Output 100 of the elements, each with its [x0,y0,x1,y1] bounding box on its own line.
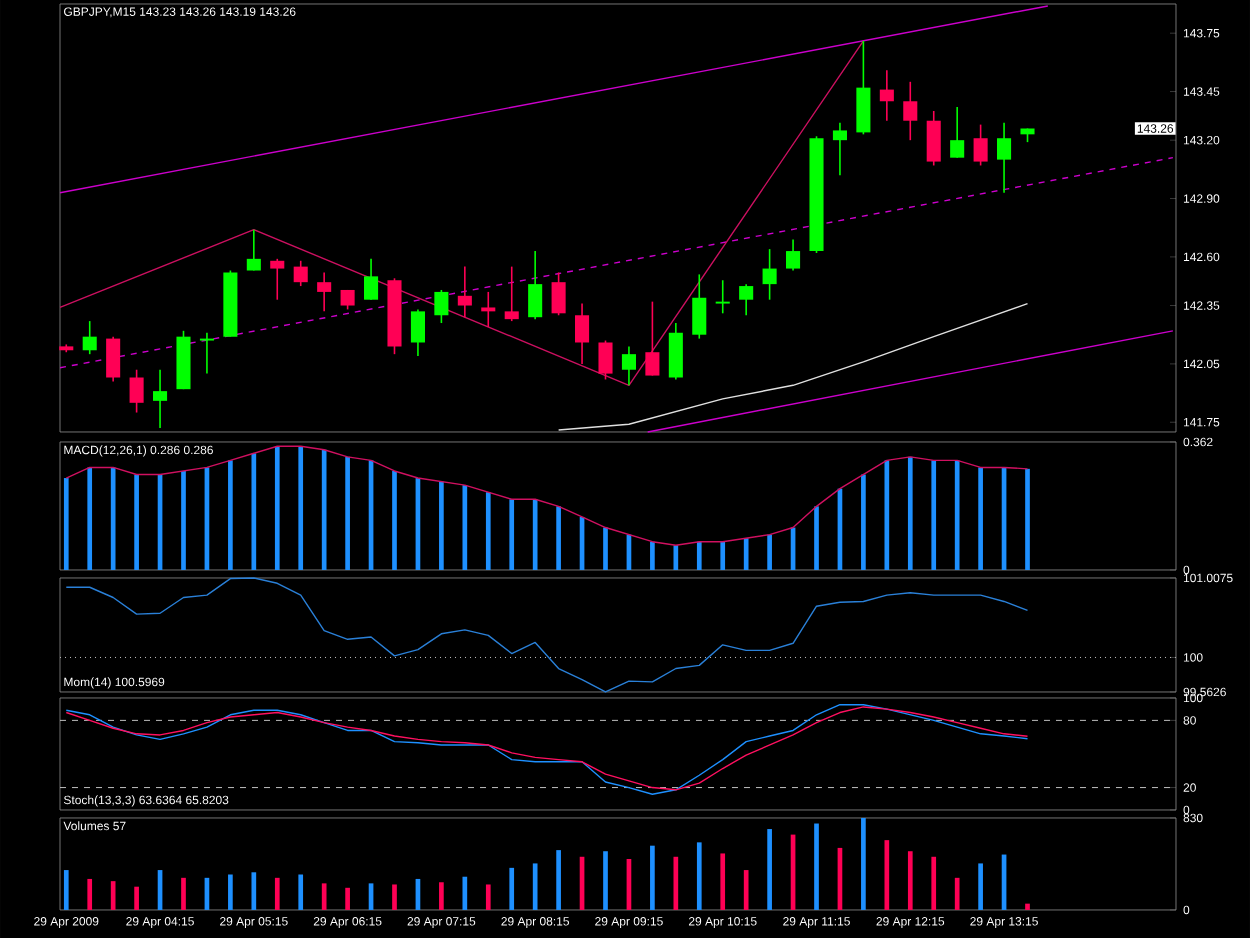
bar [181,877,186,910]
bar [907,456,913,570]
bar [532,863,538,910]
bar [696,541,702,570]
bar [743,870,749,910]
bar [743,538,749,570]
candlestick [270,258,285,301]
bar [650,845,655,910]
candlestick [293,259,308,287]
candlestick [739,283,754,317]
bar [462,485,468,570]
candlestick [575,302,590,365]
bar [1025,903,1030,910]
bar [978,863,983,910]
bar [439,882,444,910]
bar [673,856,679,910]
bar [87,878,93,910]
bar [673,545,679,570]
bar [767,829,772,910]
candlestick [434,289,449,324]
bar [462,876,468,910]
bar [345,456,350,570]
bar [509,499,515,570]
bar [110,467,116,570]
bar [134,886,139,910]
bar [720,853,726,910]
candlestick [692,273,707,340]
bar [907,851,913,910]
candlestick [153,368,168,429]
bar [87,467,93,570]
bar [345,887,350,910]
bar [978,467,983,570]
candlestick [457,265,472,318]
bar [603,527,608,570]
candlestick [832,121,847,176]
bar [298,446,304,570]
bar [556,506,561,570]
bar [392,884,397,910]
bar [228,874,233,910]
bar [931,460,937,570]
candlestick [973,123,988,167]
bar [1025,468,1030,570]
candlestick [481,291,496,328]
bar [556,850,561,910]
bar [392,470,397,570]
bar [954,460,960,570]
candlestick [997,121,1012,194]
candlestick [786,238,801,272]
bar [884,460,890,570]
bar [954,877,960,910]
bar [63,870,69,910]
candlestick [903,81,918,141]
candlestick [715,279,730,315]
bar [181,470,186,570]
bar [63,478,69,570]
bar [251,453,257,570]
candlestick [621,345,636,387]
candlestick [856,40,871,136]
bar [603,851,608,910]
bar [321,883,327,910]
candlestick [645,300,660,377]
candlestick [364,258,379,301]
candlestick [246,228,261,272]
candlestick [410,308,425,357]
bar [134,474,139,570]
bar [274,877,280,910]
bar [532,499,538,570]
bar [861,474,866,570]
bar [814,823,819,910]
candlestick [129,368,144,414]
line-series [557,302,1029,431]
candlestick [199,331,214,375]
candlestick [106,335,121,383]
bar [439,481,444,570]
bar [321,449,327,570]
bar [720,541,726,570]
candlestick [926,110,941,167]
line-series [59,40,865,386]
candlestick [528,250,543,320]
candlestick [668,322,683,381]
bar [251,872,257,910]
candlestick [762,248,777,301]
candlestick [504,265,519,322]
bar [509,867,515,910]
bar [485,492,491,570]
candlestick [879,69,894,122]
candlestick [598,339,613,381]
bar [814,506,819,570]
bar [485,884,491,910]
bar [884,840,890,910]
bar [228,460,233,570]
bar [298,874,304,910]
bar [274,446,280,570]
candlestick [551,271,566,317]
bar [861,817,866,910]
bar [767,534,772,570]
bar [110,881,116,910]
bar [931,856,937,910]
candlestick [82,320,97,355]
candlestick [950,106,965,159]
